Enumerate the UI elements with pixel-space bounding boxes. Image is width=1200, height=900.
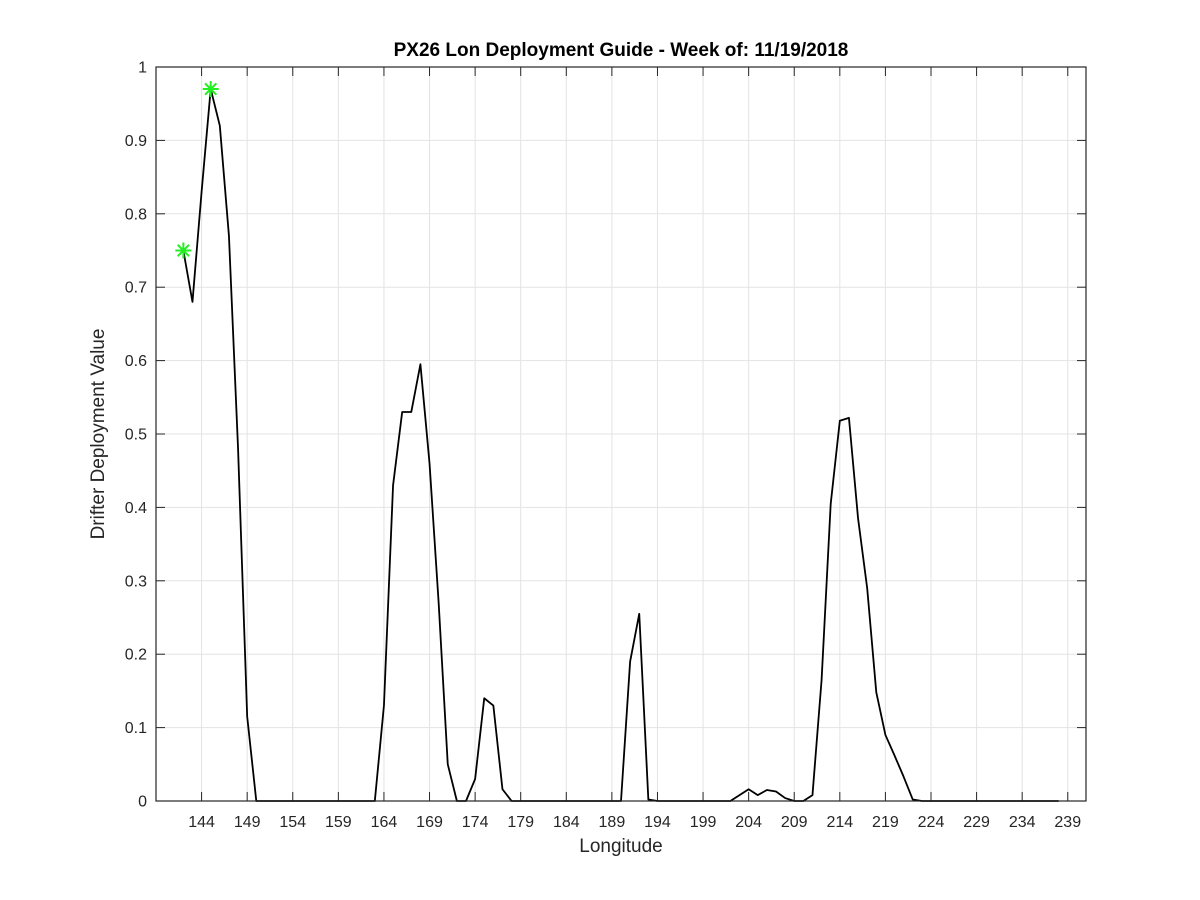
highlight-marker: [202, 81, 219, 98]
y-tick-label: 0.1: [125, 720, 147, 737]
y-tick-label: 1: [138, 60, 147, 77]
y-tick-label: 0.2: [125, 647, 147, 664]
x-tick-label: 174: [462, 814, 489, 831]
x-tick-label: 154: [279, 814, 306, 831]
marker-stroke: [204, 82, 218, 96]
y-tick-label: 0.3: [125, 573, 147, 590]
x-tick-label: 189: [599, 814, 626, 831]
x-tick-label: 144: [188, 814, 215, 831]
x-tick-label: 149: [234, 814, 261, 831]
x-tick-label: 204: [735, 814, 762, 831]
x-tick-label: 224: [918, 814, 945, 831]
axes-box: [155, 66, 1087, 802]
chart-title: PX26 Lon Deployment Guide - Week of: 11/…: [394, 40, 849, 61]
y-tick-label: 0.5: [125, 427, 147, 444]
y-tick-label: 0.9: [125, 133, 147, 150]
x-tick-label: 164: [371, 814, 398, 831]
x-tick-label: 169: [416, 814, 443, 831]
x-tick-label: 199: [690, 814, 717, 831]
x-tick-label: 229: [963, 814, 990, 831]
grid: [156, 66, 1086, 802]
y-tick-label: 0: [138, 794, 147, 811]
x-tick-label: 209: [781, 814, 808, 831]
x-tick-label: 234: [1009, 814, 1036, 831]
x-axis-label: Longitude: [579, 836, 662, 857]
y-tick-label: 0.7: [125, 280, 147, 297]
highlight-marker: [175, 242, 192, 259]
x-tick-labels: 144 149 154 159 164 169 174 179 184 189 194 199 204 2…: [188, 814, 1081, 831]
x-tick-label: 239: [1054, 814, 1081, 831]
y-axis-label: Drifter Deployment Value: [88, 329, 109, 540]
x-tick-label: 194: [644, 814, 671, 831]
y-tick-label: 0.4: [125, 500, 147, 517]
y-tick-label: 0.6: [125, 353, 147, 370]
marker-stroke: [176, 244, 190, 257]
x-tick-label: 159: [325, 814, 352, 831]
x-tick-label: 214: [826, 814, 853, 831]
x-tick-label: 219: [872, 814, 899, 831]
x-tick-label: 184: [553, 814, 580, 831]
x-tick-label: 179: [507, 814, 534, 831]
y-tick-labels: 0 0.1 0.2 0.3 0.4 0.5 0.6 0.7 0.8 0.9 1: [125, 60, 147, 811]
y-tick-label: 0.8: [125, 206, 147, 223]
